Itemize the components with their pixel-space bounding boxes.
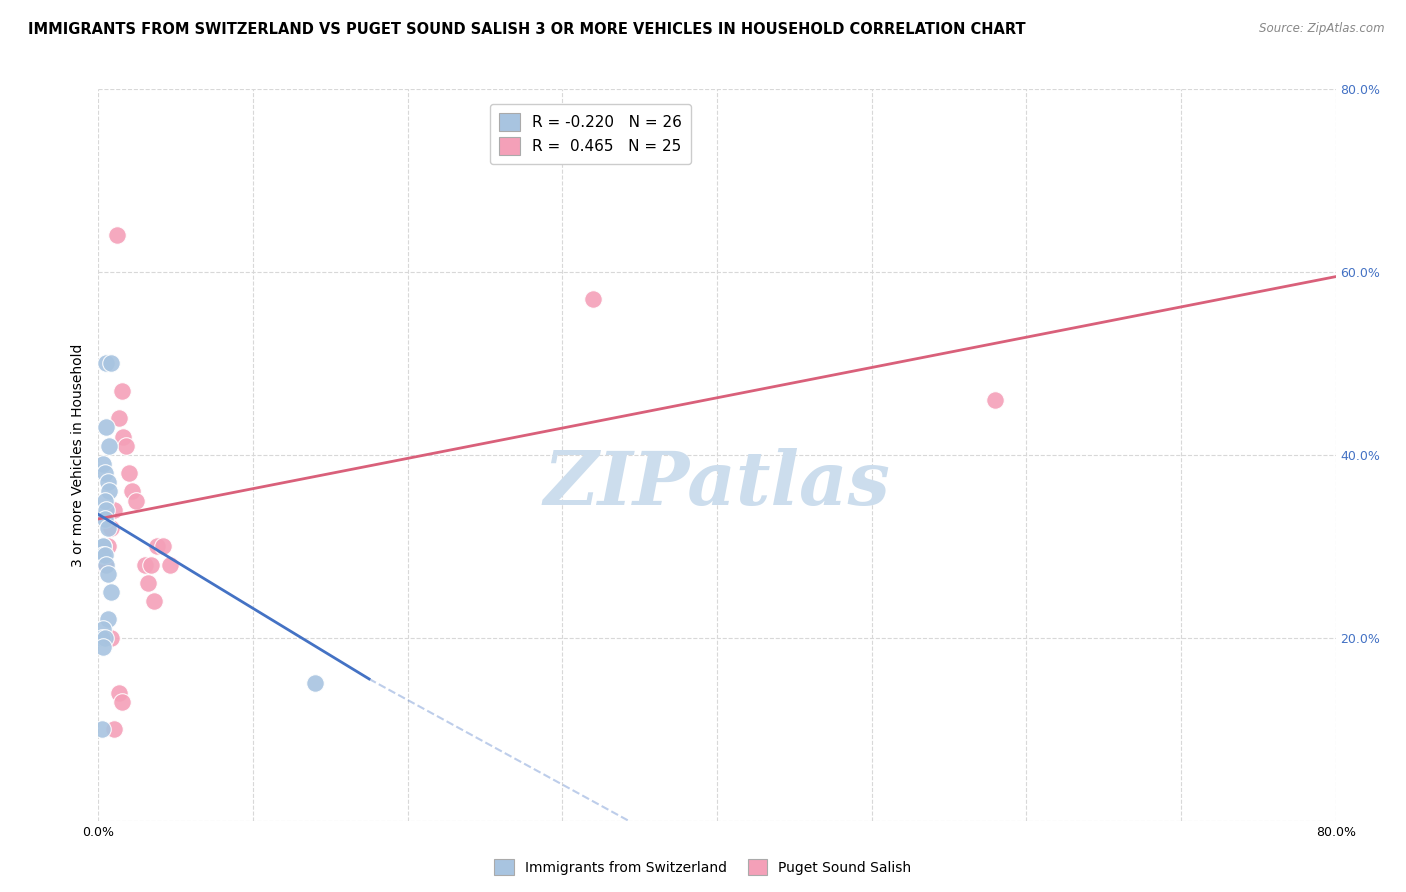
Point: [93, 631, 115, 645]
Y-axis label: 3 or more Vehicles in Household: 3 or more Vehicles in Household: [72, 343, 86, 566]
Point: [97, 613, 120, 627]
Point: [96, 420, 118, 434]
Point: [97, 521, 120, 535]
Point: [96, 356, 118, 371]
Point: [98, 484, 121, 499]
Point: [146, 539, 169, 553]
Legend: Immigrants from Switzerland, Puget Sound Salish: Immigrants from Switzerland, Puget Sound…: [489, 854, 917, 880]
Point: [139, 558, 162, 572]
Point: [107, 685, 129, 699]
Point: [107, 411, 129, 425]
Point: [124, 493, 146, 508]
Point: [100, 521, 122, 535]
Point: [91, 539, 114, 553]
Text: ZIPatlas: ZIPatlas: [544, 448, 890, 520]
Point: [91, 640, 114, 654]
Point: [93, 512, 115, 526]
Text: IMMIGRANTS FROM SWITZERLAND VS PUGET SOUND SALISH 3 OR MORE VEHICLES IN HOUSEHOL: IMMIGRANTS FROM SWITZERLAND VS PUGET SOU…: [28, 22, 1026, 37]
Point: [96, 558, 118, 572]
Point: [97, 475, 120, 490]
Point: [93, 549, 115, 563]
Point: [98, 439, 121, 453]
Point: [105, 228, 128, 243]
Point: [93, 493, 115, 508]
Point: [93, 558, 115, 572]
Point: [103, 723, 125, 737]
Point: [984, 392, 1007, 407]
Point: [304, 676, 326, 690]
Point: [91, 539, 114, 553]
Point: [111, 384, 134, 398]
Legend: R = -0.220   N = 26, R =  0.465   N = 25: R = -0.220 N = 26, R = 0.465 N = 25: [489, 104, 692, 164]
Point: [96, 502, 118, 516]
Point: [103, 502, 125, 516]
Point: [97, 539, 120, 553]
Point: [118, 466, 141, 480]
Point: [136, 576, 159, 591]
Point: [91, 549, 114, 563]
Point: [143, 594, 166, 608]
Text: Source: ZipAtlas.com: Source: ZipAtlas.com: [1260, 22, 1385, 36]
Point: [152, 539, 174, 553]
Point: [115, 439, 138, 453]
Point: [111, 695, 134, 709]
Point: [100, 631, 122, 645]
Point: [159, 558, 181, 572]
Point: [90, 723, 112, 737]
Point: [112, 430, 135, 444]
Point: [582, 293, 605, 307]
Point: [100, 356, 122, 371]
Point: [97, 566, 120, 581]
Point: [91, 457, 114, 471]
Point: [93, 466, 115, 480]
Point: [91, 622, 114, 636]
Point: [100, 585, 122, 599]
Point: [90, 631, 112, 645]
Point: [134, 558, 156, 572]
Point: [121, 484, 143, 499]
